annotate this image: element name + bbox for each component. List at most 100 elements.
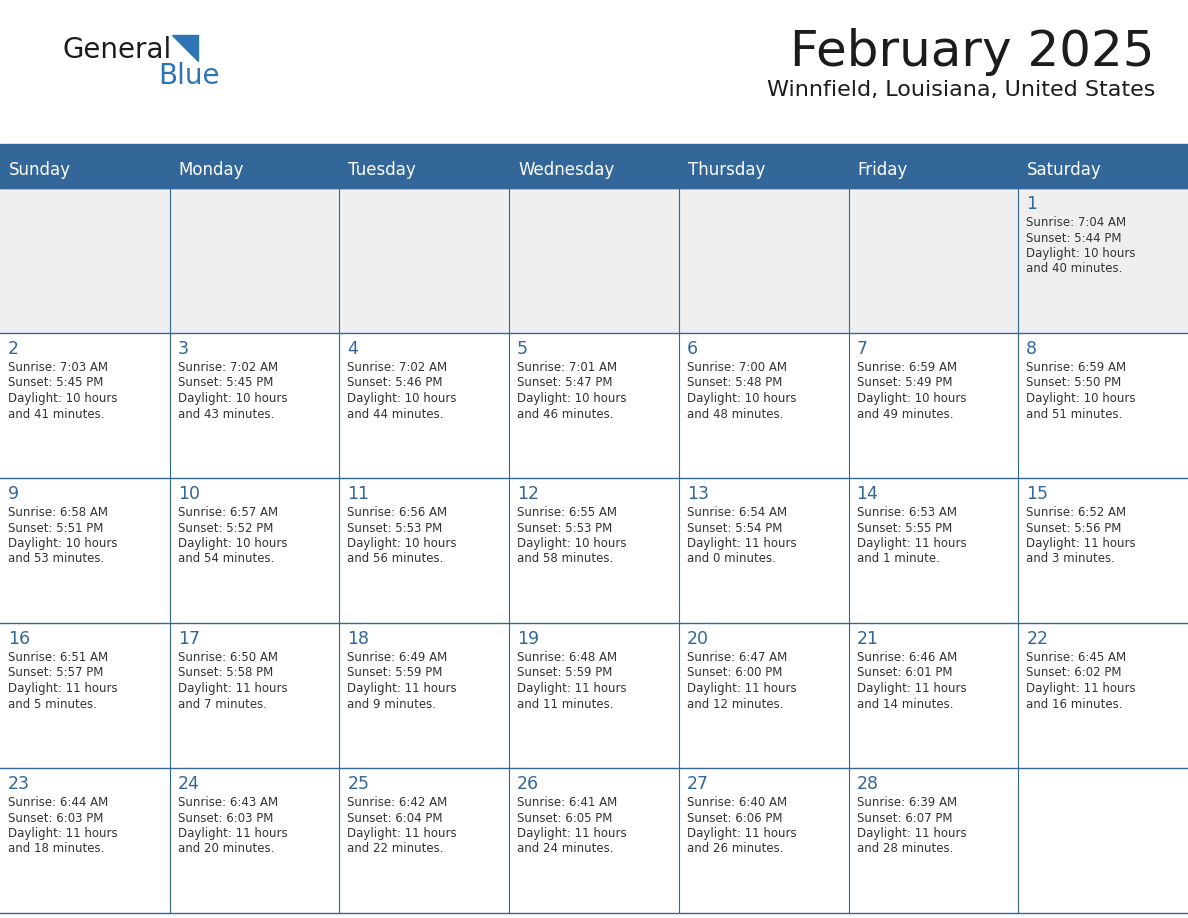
Text: Sunset: 5:56 PM: Sunset: 5:56 PM	[1026, 521, 1121, 534]
Text: Sunset: 5:58 PM: Sunset: 5:58 PM	[178, 666, 273, 679]
Text: and 22 minutes.: and 22 minutes.	[347, 843, 444, 856]
Text: 3: 3	[178, 340, 189, 358]
Bar	[510, 333, 678, 478]
Bar	[848, 478, 1018, 623]
Text: and 54 minutes.: and 54 minutes.	[178, 553, 274, 565]
Text: Sunrise: 6:43 AM: Sunrise: 6:43 AM	[178, 796, 278, 809]
Text: Daylight: 10 hours: Daylight: 10 hours	[347, 537, 457, 550]
Text: and 49 minutes.: and 49 minutes.	[857, 408, 953, 420]
Bar	[340, 478, 510, 623]
Text: 21: 21	[857, 630, 879, 648]
Polygon shape	[172, 35, 198, 61]
Text: Sunset: 6:06 PM: Sunset: 6:06 PM	[687, 812, 783, 824]
Bar	[848, 188, 1018, 333]
Bar	[678, 152, 848, 188]
Text: Sunset: 5:44 PM: Sunset: 5:44 PM	[1026, 231, 1121, 244]
Text: Sunset: 5:50 PM: Sunset: 5:50 PM	[1026, 376, 1121, 389]
Text: 28: 28	[857, 775, 879, 793]
Text: 15: 15	[1026, 485, 1048, 503]
Bar	[678, 188, 848, 333]
Text: 7: 7	[857, 340, 867, 358]
Text: Sunset: 5:48 PM: Sunset: 5:48 PM	[687, 376, 782, 389]
Bar	[0, 144, 1188, 152]
Text: Sunrise: 6:40 AM: Sunrise: 6:40 AM	[687, 796, 786, 809]
Text: Daylight: 11 hours: Daylight: 11 hours	[8, 827, 118, 840]
Text: Sunset: 5:59 PM: Sunset: 5:59 PM	[517, 666, 613, 679]
Text: Sunrise: 7:02 AM: Sunrise: 7:02 AM	[178, 361, 278, 374]
Text: 10: 10	[178, 485, 200, 503]
Text: Daylight: 11 hours: Daylight: 11 hours	[857, 682, 966, 695]
Text: Sunrise: 6:57 AM: Sunrise: 6:57 AM	[178, 506, 278, 519]
Bar	[340, 188, 510, 333]
Text: Sunrise: 6:54 AM: Sunrise: 6:54 AM	[687, 506, 786, 519]
Text: Sunrise: 6:47 AM: Sunrise: 6:47 AM	[687, 651, 788, 664]
Text: Sunset: 6:02 PM: Sunset: 6:02 PM	[1026, 666, 1121, 679]
Text: 8: 8	[1026, 340, 1037, 358]
Text: 1: 1	[1026, 195, 1037, 213]
Bar	[1018, 478, 1188, 623]
Text: Sunset: 5:49 PM: Sunset: 5:49 PM	[857, 376, 952, 389]
Text: and 11 minutes.: and 11 minutes.	[517, 698, 614, 711]
Text: Daylight: 10 hours: Daylight: 10 hours	[8, 392, 118, 405]
Bar	[678, 623, 848, 768]
Text: Sunset: 5:54 PM: Sunset: 5:54 PM	[687, 521, 782, 534]
Bar	[170, 623, 340, 768]
Text: Sunrise: 6:52 AM: Sunrise: 6:52 AM	[1026, 506, 1126, 519]
Text: 17: 17	[178, 630, 200, 648]
Bar	[0, 478, 170, 623]
Text: Sunday: Sunday	[10, 161, 71, 179]
Text: Sunset: 5:47 PM: Sunset: 5:47 PM	[517, 376, 613, 389]
Text: Sunrise: 6:39 AM: Sunrise: 6:39 AM	[857, 796, 956, 809]
Bar	[340, 623, 510, 768]
Text: February 2025: February 2025	[790, 28, 1155, 76]
Bar	[510, 152, 678, 188]
Text: Daylight: 10 hours: Daylight: 10 hours	[1026, 392, 1136, 405]
Text: and 12 minutes.: and 12 minutes.	[687, 698, 783, 711]
Bar	[510, 768, 678, 913]
Text: Sunset: 5:46 PM: Sunset: 5:46 PM	[347, 376, 443, 389]
Bar	[1018, 768, 1188, 913]
Bar	[340, 768, 510, 913]
Text: Sunrise: 6:50 AM: Sunrise: 6:50 AM	[178, 651, 278, 664]
Text: 19: 19	[517, 630, 539, 648]
Text: Daylight: 11 hours: Daylight: 11 hours	[8, 682, 118, 695]
Text: Friday: Friday	[858, 161, 908, 179]
Bar	[1018, 333, 1188, 478]
Text: Sunrise: 6:51 AM: Sunrise: 6:51 AM	[8, 651, 108, 664]
Text: and 44 minutes.: and 44 minutes.	[347, 408, 444, 420]
Text: General: General	[62, 36, 171, 64]
Bar	[170, 478, 340, 623]
Text: Sunset: 5:45 PM: Sunset: 5:45 PM	[178, 376, 273, 389]
Text: Sunset: 5:53 PM: Sunset: 5:53 PM	[517, 521, 612, 534]
Text: 14: 14	[857, 485, 878, 503]
Text: and 53 minutes.: and 53 minutes.	[8, 553, 105, 565]
Text: 16: 16	[8, 630, 30, 648]
Text: Sunrise: 6:59 AM: Sunrise: 6:59 AM	[1026, 361, 1126, 374]
Text: Sunrise: 6:45 AM: Sunrise: 6:45 AM	[1026, 651, 1126, 664]
Text: Sunrise: 6:44 AM: Sunrise: 6:44 AM	[8, 796, 108, 809]
Text: 26: 26	[517, 775, 539, 793]
Text: Winnfield, Louisiana, United States: Winnfield, Louisiana, United States	[766, 80, 1155, 100]
Text: 13: 13	[687, 485, 709, 503]
Bar	[848, 152, 1018, 188]
Text: Daylight: 11 hours: Daylight: 11 hours	[178, 682, 287, 695]
Text: Thursday: Thursday	[688, 161, 765, 179]
Text: Sunrise: 6:56 AM: Sunrise: 6:56 AM	[347, 506, 448, 519]
Text: 4: 4	[347, 340, 359, 358]
Text: and 0 minutes.: and 0 minutes.	[687, 553, 776, 565]
Text: Daylight: 10 hours: Daylight: 10 hours	[347, 392, 457, 405]
Text: Daylight: 10 hours: Daylight: 10 hours	[178, 537, 287, 550]
Text: Daylight: 11 hours: Daylight: 11 hours	[517, 827, 627, 840]
Text: Sunset: 6:03 PM: Sunset: 6:03 PM	[178, 812, 273, 824]
Text: Monday: Monday	[178, 161, 245, 179]
Bar	[170, 152, 340, 188]
Bar	[340, 152, 510, 188]
Text: Sunrise: 7:03 AM: Sunrise: 7:03 AM	[8, 361, 108, 374]
Text: Sunrise: 6:48 AM: Sunrise: 6:48 AM	[517, 651, 618, 664]
Bar	[848, 768, 1018, 913]
Bar	[340, 333, 510, 478]
Text: Sunrise: 6:58 AM: Sunrise: 6:58 AM	[8, 506, 108, 519]
Text: and 56 minutes.: and 56 minutes.	[347, 553, 444, 565]
Bar	[170, 333, 340, 478]
Bar	[1018, 188, 1188, 333]
